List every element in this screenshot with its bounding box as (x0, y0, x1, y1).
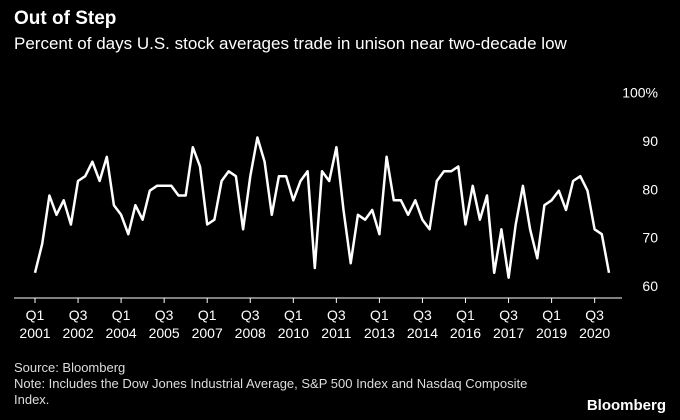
y-tick-label: 80 (642, 181, 658, 197)
chart-title: Out of Step (14, 8, 117, 29)
chart-subtitle: Percent of days U.S. stock averages trad… (14, 34, 567, 53)
source: Source: Bloomberg (14, 360, 126, 375)
x-tick-label: Q1 2016 (449, 307, 482, 341)
x-tick-label: Q1 2010 (277, 307, 309, 341)
x-tick-label: Q3 2005 (148, 307, 180, 341)
x-tick-label: Q3 2011 (321, 307, 352, 341)
x-tick-label: Q3 2014 (406, 307, 439, 341)
x-tick-label: Q1 2001 (19, 307, 51, 341)
x-tick-label: Q3 2008 (234, 307, 266, 341)
y-tick-label: 60 (642, 278, 658, 294)
note: Note: Includes the Dow Jones Industrial … (14, 376, 528, 407)
y-tick-label: 70 (642, 230, 658, 246)
line (33, 136, 611, 279)
brand: Bloomberg (586, 397, 666, 414)
x-tick-label: Q1 2007 (191, 307, 223, 341)
x-tick-label: Q1 2019 (536, 307, 568, 341)
x-tick-label: Q1 2013 (363, 307, 395, 341)
x-tick-label: Q3 2017 (492, 307, 525, 341)
x-tick-label: Q3 2020 (579, 307, 611, 341)
x-tick-label: Q1 2004 (105, 307, 137, 341)
x-tick-label: Q3 2002 (62, 307, 94, 341)
y-tick-label: 100% (622, 85, 658, 101)
y-tick-label: 90 (642, 133, 658, 149)
